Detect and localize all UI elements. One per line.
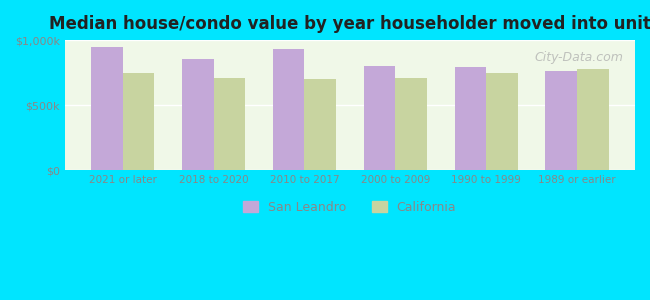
Bar — [304, 79, 336, 170]
Bar — [182, 59, 214, 170]
Bar — [91, 46, 123, 170]
Bar — [486, 73, 518, 170]
Text: City-Data.com: City-Data.com — [535, 50, 623, 64]
Title: Median house/condo value by year householder moved into unit: Median house/condo value by year househo… — [49, 15, 650, 33]
Bar — [272, 49, 304, 170]
Bar — [577, 69, 609, 170]
Bar — [123, 73, 155, 170]
Legend: San Leandro, California: San Leandro, California — [239, 196, 462, 219]
Bar — [214, 78, 245, 170]
Bar — [363, 66, 395, 170]
Bar — [395, 78, 427, 170]
Bar — [454, 67, 486, 170]
Bar — [545, 71, 577, 170]
